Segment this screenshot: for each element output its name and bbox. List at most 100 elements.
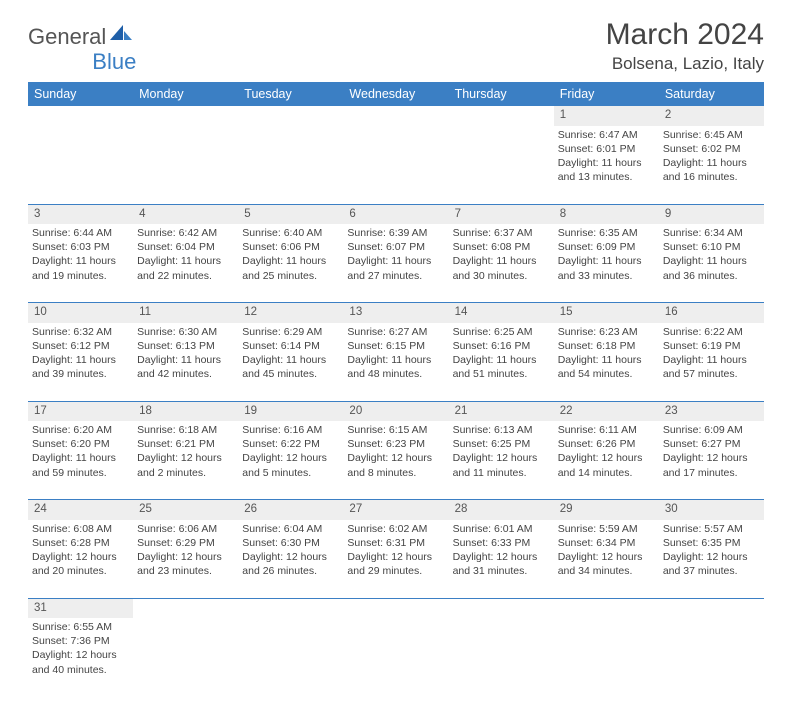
day-number: 6 (343, 204, 448, 224)
day-cell: Sunrise: 6:32 AMSunset: 6:12 PMDaylight:… (28, 323, 133, 402)
day-cell (343, 126, 448, 205)
day-number: 28 (449, 500, 554, 520)
header: General Blue March 2024 Bolsena, Lazio, … (28, 18, 764, 74)
day-header: Friday (554, 82, 659, 106)
sunrise-text: Sunrise: 6:16 AM (242, 423, 339, 437)
day-number: 12 (238, 303, 343, 323)
sail-icon (110, 25, 132, 48)
calendar-table: SundayMondayTuesdayWednesdayThursdayFrid… (28, 82, 764, 696)
sunrise-text: Sunrise: 6:09 AM (663, 423, 760, 437)
day-number (133, 106, 238, 126)
day-cell: Sunrise: 6:09 AMSunset: 6:27 PMDaylight:… (659, 421, 764, 500)
sunrise-text: Sunrise: 6:04 AM (242, 522, 339, 536)
day-cell: Sunrise: 6:35 AMSunset: 6:09 PMDaylight:… (554, 224, 659, 303)
daylight-text: and 27 minutes. (347, 269, 444, 283)
daylight-text: Daylight: 12 hours (32, 648, 129, 662)
day-number (659, 598, 764, 618)
daylight-text: and 57 minutes. (663, 367, 760, 381)
sunrise-text: Sunrise: 6:25 AM (453, 325, 550, 339)
day-number: 18 (133, 401, 238, 421)
calendar-page: General Blue March 2024 Bolsena, Lazio, … (0, 0, 792, 714)
daylight-text: and 34 minutes. (558, 564, 655, 578)
day-number: 23 (659, 401, 764, 421)
day-cell (554, 618, 659, 696)
daylight-text: Daylight: 12 hours (453, 550, 550, 564)
day-cell: Sunrise: 6:23 AMSunset: 6:18 PMDaylight:… (554, 323, 659, 402)
day-number: 20 (343, 401, 448, 421)
sunrise-text: Sunrise: 6:45 AM (663, 128, 760, 142)
sunrise-text: Sunrise: 6:39 AM (347, 226, 444, 240)
day-cell: Sunrise: 6:11 AMSunset: 6:26 PMDaylight:… (554, 421, 659, 500)
daylight-text: and 11 minutes. (453, 466, 550, 480)
daynum-row: 3456789 (28, 204, 764, 224)
day-cell: Sunrise: 6:30 AMSunset: 6:13 PMDaylight:… (133, 323, 238, 402)
daylight-text: and 19 minutes. (32, 269, 129, 283)
sunset-text: Sunset: 6:08 PM (453, 240, 550, 254)
day-number: 19 (238, 401, 343, 421)
sunrise-text: Sunrise: 6:06 AM (137, 522, 234, 536)
sunrise-text: Sunrise: 6:30 AM (137, 325, 234, 339)
day-number (238, 598, 343, 618)
day-cell: Sunrise: 6:37 AMSunset: 6:08 PMDaylight:… (449, 224, 554, 303)
daylight-text: Daylight: 11 hours (453, 254, 550, 268)
day-cell: Sunrise: 6:25 AMSunset: 6:16 PMDaylight:… (449, 323, 554, 402)
sunrise-text: Sunrise: 6:15 AM (347, 423, 444, 437)
day-number: 15 (554, 303, 659, 323)
daylight-text: Daylight: 11 hours (242, 254, 339, 268)
sunset-text: Sunset: 6:14 PM (242, 339, 339, 353)
content-row: Sunrise: 6:32 AMSunset: 6:12 PMDaylight:… (28, 323, 764, 402)
day-number (133, 598, 238, 618)
day-header: Wednesday (343, 82, 448, 106)
day-number: 13 (343, 303, 448, 323)
day-number (449, 598, 554, 618)
day-number: 7 (449, 204, 554, 224)
day-header: Saturday (659, 82, 764, 106)
day-cell: Sunrise: 6:08 AMSunset: 6:28 PMDaylight:… (28, 520, 133, 599)
day-number (449, 106, 554, 126)
sunset-text: Sunset: 7:36 PM (32, 634, 129, 648)
day-number: 25 (133, 500, 238, 520)
day-header-row: SundayMondayTuesdayWednesdayThursdayFrid… (28, 82, 764, 106)
logo-text-general: General (28, 24, 106, 50)
daylight-text: and 31 minutes. (453, 564, 550, 578)
sunset-text: Sunset: 6:21 PM (137, 437, 234, 451)
day-cell: Sunrise: 6:01 AMSunset: 6:33 PMDaylight:… (449, 520, 554, 599)
daylight-text: Daylight: 11 hours (663, 156, 760, 170)
sunrise-text: Sunrise: 6:55 AM (32, 620, 129, 634)
sunrise-text: Sunrise: 6:11 AM (558, 423, 655, 437)
title-block: March 2024 Bolsena, Lazio, Italy (606, 18, 764, 74)
day-number: 3 (28, 204, 133, 224)
day-number: 5 (238, 204, 343, 224)
content-row: Sunrise: 6:55 AMSunset: 7:36 PMDaylight:… (28, 618, 764, 696)
daylight-text: and 25 minutes. (242, 269, 339, 283)
sunset-text: Sunset: 6:31 PM (347, 536, 444, 550)
day-number (238, 106, 343, 126)
daylight-text: and 17 minutes. (663, 466, 760, 480)
daylight-text: Daylight: 12 hours (242, 550, 339, 564)
day-number: 30 (659, 500, 764, 520)
sunrise-text: Sunrise: 6:23 AM (558, 325, 655, 339)
day-number: 22 (554, 401, 659, 421)
sunrise-text: Sunrise: 5:59 AM (558, 522, 655, 536)
logo-text-blue: Blue (92, 49, 136, 75)
location: Bolsena, Lazio, Italy (606, 54, 764, 74)
sunrise-text: Sunrise: 6:08 AM (32, 522, 129, 536)
day-cell: Sunrise: 6:22 AMSunset: 6:19 PMDaylight:… (659, 323, 764, 402)
daylight-text: Daylight: 11 hours (32, 254, 129, 268)
daylight-text: and 33 minutes. (558, 269, 655, 283)
daylight-text: Daylight: 11 hours (663, 254, 760, 268)
daylight-text: and 5 minutes. (242, 466, 339, 480)
daylight-text: Daylight: 11 hours (347, 353, 444, 367)
day-cell (133, 126, 238, 205)
sunset-text: Sunset: 6:04 PM (137, 240, 234, 254)
day-cell: Sunrise: 6:45 AMSunset: 6:02 PMDaylight:… (659, 126, 764, 205)
day-number: 10 (28, 303, 133, 323)
day-number: 14 (449, 303, 554, 323)
day-cell: Sunrise: 6:40 AMSunset: 6:06 PMDaylight:… (238, 224, 343, 303)
sunrise-text: Sunrise: 6:22 AM (663, 325, 760, 339)
content-row: Sunrise: 6:08 AMSunset: 6:28 PMDaylight:… (28, 520, 764, 599)
day-cell: Sunrise: 6:06 AMSunset: 6:29 PMDaylight:… (133, 520, 238, 599)
day-number (28, 106, 133, 126)
daylight-text: and 59 minutes. (32, 466, 129, 480)
daylight-text: and 37 minutes. (663, 564, 760, 578)
